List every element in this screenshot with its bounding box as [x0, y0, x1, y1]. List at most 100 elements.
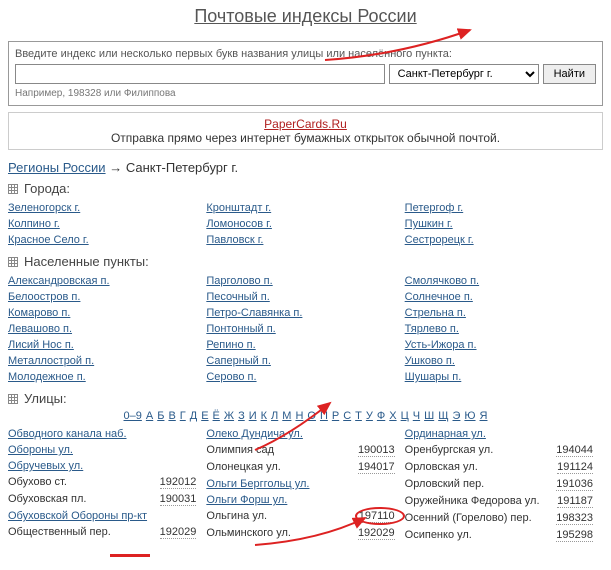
promo-text: Отправка прямо через интернет бумажных о…: [111, 131, 500, 145]
street-name: Обухово ст.: [8, 476, 160, 489]
street-name: Орловская ул.: [405, 461, 557, 474]
street-link[interactable]: Обводного канала наб.: [8, 428, 127, 440]
promo-link[interactable]: PaperCards.Ru: [264, 117, 347, 131]
alpha-letter[interactable]: Ю: [464, 410, 475, 422]
alpha-letter[interactable]: Ф: [377, 410, 385, 422]
alpha-letter[interactable]: К: [261, 410, 267, 422]
alpha-letter[interactable]: З: [238, 410, 245, 422]
breadcrumb-arrow: →: [109, 160, 122, 175]
postal-code: 191036: [556, 478, 593, 491]
list-item[interactable]: Усть-Ижора п.: [405, 339, 477, 351]
street-link[interactable]: Ординарная ул.: [405, 428, 486, 440]
street-name: Обуховская пл.: [8, 493, 160, 506]
list-item[interactable]: Белоостров п.: [8, 291, 80, 303]
alpha-letter[interactable]: С: [343, 410, 351, 422]
alpha-letter[interactable]: 0–9: [124, 410, 142, 422]
list-item[interactable]: Ломоносов г.: [206, 218, 272, 230]
alpha-letter[interactable]: Я: [480, 410, 488, 422]
list-item[interactable]: Металлострой п.: [8, 355, 94, 367]
list-item[interactable]: Парголово п.: [206, 275, 272, 287]
alpha-letter[interactable]: Ч: [413, 410, 420, 422]
list-item[interactable]: Зеленогорск г.: [8, 202, 80, 214]
alpha-index: 0–9 АБВГДЕЁЖЗИКЛМНОПРСТУФХЦЧШЩЭЮЯ: [8, 410, 603, 422]
street-link[interactable]: Олеко Дундича ул.: [206, 428, 303, 440]
street-name: Орловский пер.: [405, 478, 557, 491]
postal-code: 190013: [358, 444, 395, 457]
cities-list: Зеленогорск г. Колпино г. Красное Село г. К…: [8, 200, 603, 248]
street-link[interactable]: Обороны ул.: [8, 444, 73, 456]
promo-box: PaperCards.Ru Отправка прямо через интер…: [8, 112, 603, 150]
street-link[interactable]: Обуховской Обороны пр-кт: [8, 510, 147, 522]
alpha-letter[interactable]: Е: [201, 410, 208, 422]
list-item[interactable]: Кронштадт г.: [206, 202, 271, 214]
list-item[interactable]: Саперный п.: [206, 355, 271, 367]
alpha-letter[interactable]: Ж: [224, 410, 234, 422]
alpha-letter[interactable]: Щ: [438, 410, 448, 422]
list-item[interactable]: Лисий Нос п.: [8, 339, 74, 351]
postal-code: 191187: [557, 495, 593, 508]
list-item[interactable]: Комарово п.: [8, 307, 70, 319]
postal-code: 192029: [358, 527, 395, 540]
alpha-letter[interactable]: А: [146, 410, 153, 422]
alpha-letter[interactable]: Л: [271, 410, 278, 422]
alpha-letter[interactable]: Б: [157, 410, 164, 422]
list-item[interactable]: Петергоф г.: [405, 202, 464, 214]
list-item[interactable]: Молодежное п.: [8, 371, 86, 383]
list-item[interactable]: Павловск г.: [206, 234, 263, 246]
alpha-letter[interactable]: Д: [190, 410, 197, 422]
search-button[interactable]: Найти: [543, 64, 596, 84]
list-item[interactable]: Красное Село г.: [8, 234, 89, 246]
list-item[interactable]: Солнечное п.: [405, 291, 473, 303]
street-name: Оружейника Федорова ул.: [405, 495, 557, 508]
city-select[interactable]: Санкт-Петербург г.: [389, 64, 539, 84]
section-cities: Города:: [8, 181, 603, 196]
alpha-letter[interactable]: И: [249, 410, 257, 422]
search-box: Введите индекс или несколько первых букв…: [8, 41, 603, 106]
alpha-letter[interactable]: Ц: [401, 410, 409, 422]
alpha-letter[interactable]: Н: [295, 410, 303, 422]
alpha-letter[interactable]: Г: [180, 410, 186, 422]
list-item[interactable]: Серово п.: [206, 371, 256, 383]
streets-list: Обводного канала наб. Обороны ул. Обручевы…: [8, 426, 603, 544]
list-item[interactable]: Петро-Славянка п.: [206, 307, 302, 319]
street-name: Осенний (Горелово) пер.: [405, 512, 557, 525]
street-name: Олимпия сад: [206, 444, 358, 457]
alpha-letter[interactable]: Э: [453, 410, 461, 422]
street-link[interactable]: Ольги Берггольц ул.: [206, 478, 309, 490]
breadcrumb-current: Санкт-Петербург г.: [126, 160, 238, 175]
street-name: Осипенко ул.: [405, 529, 557, 542]
list-item[interactable]: Ушково п.: [405, 355, 455, 367]
alpha-letter[interactable]: Ё: [213, 410, 220, 422]
street-name: Ольгина ул.: [206, 510, 358, 523]
alpha-letter[interactable]: Р: [332, 410, 339, 422]
list-item[interactable]: Понтонный п.: [206, 323, 275, 335]
list-item[interactable]: Репино п.: [206, 339, 255, 351]
list-item[interactable]: Смолячково п.: [405, 275, 479, 287]
postal-code: 195298: [556, 529, 593, 542]
list-item[interactable]: Александровская п.: [8, 275, 110, 287]
search-input[interactable]: [15, 64, 385, 84]
list-item[interactable]: Шушары п.: [405, 371, 462, 383]
alpha-letter[interactable]: Ш: [424, 410, 434, 422]
alpha-letter[interactable]: О: [307, 410, 316, 422]
alpha-letter[interactable]: П: [320, 410, 328, 422]
annotation-underline-icon: [110, 554, 150, 557]
list-item[interactable]: Сестрорецк г.: [405, 234, 474, 246]
alpha-letter[interactable]: Т: [355, 410, 362, 422]
alpha-letter[interactable]: В: [168, 410, 175, 422]
postal-code: 191124: [557, 461, 593, 474]
postal-code: 190031: [160, 493, 197, 506]
postal-code: 192029: [160, 526, 197, 539]
alpha-letter[interactable]: Х: [389, 410, 396, 422]
list-item[interactable]: Песочный п.: [206, 291, 269, 303]
street-link[interactable]: Ольги Форш ул.: [206, 494, 287, 506]
list-item[interactable]: Пушкин г.: [405, 218, 453, 230]
alpha-letter[interactable]: М: [282, 410, 291, 422]
list-item[interactable]: Стрельна п.: [405, 307, 466, 319]
list-item[interactable]: Тярлево п.: [405, 323, 459, 335]
breadcrumb-root[interactable]: Регионы России: [8, 160, 106, 175]
street-link[interactable]: Обручевых ул.: [8, 460, 83, 472]
alpha-letter[interactable]: У: [366, 410, 373, 422]
list-item[interactable]: Колпино г.: [8, 218, 60, 230]
list-item[interactable]: Левашово п.: [8, 323, 72, 335]
